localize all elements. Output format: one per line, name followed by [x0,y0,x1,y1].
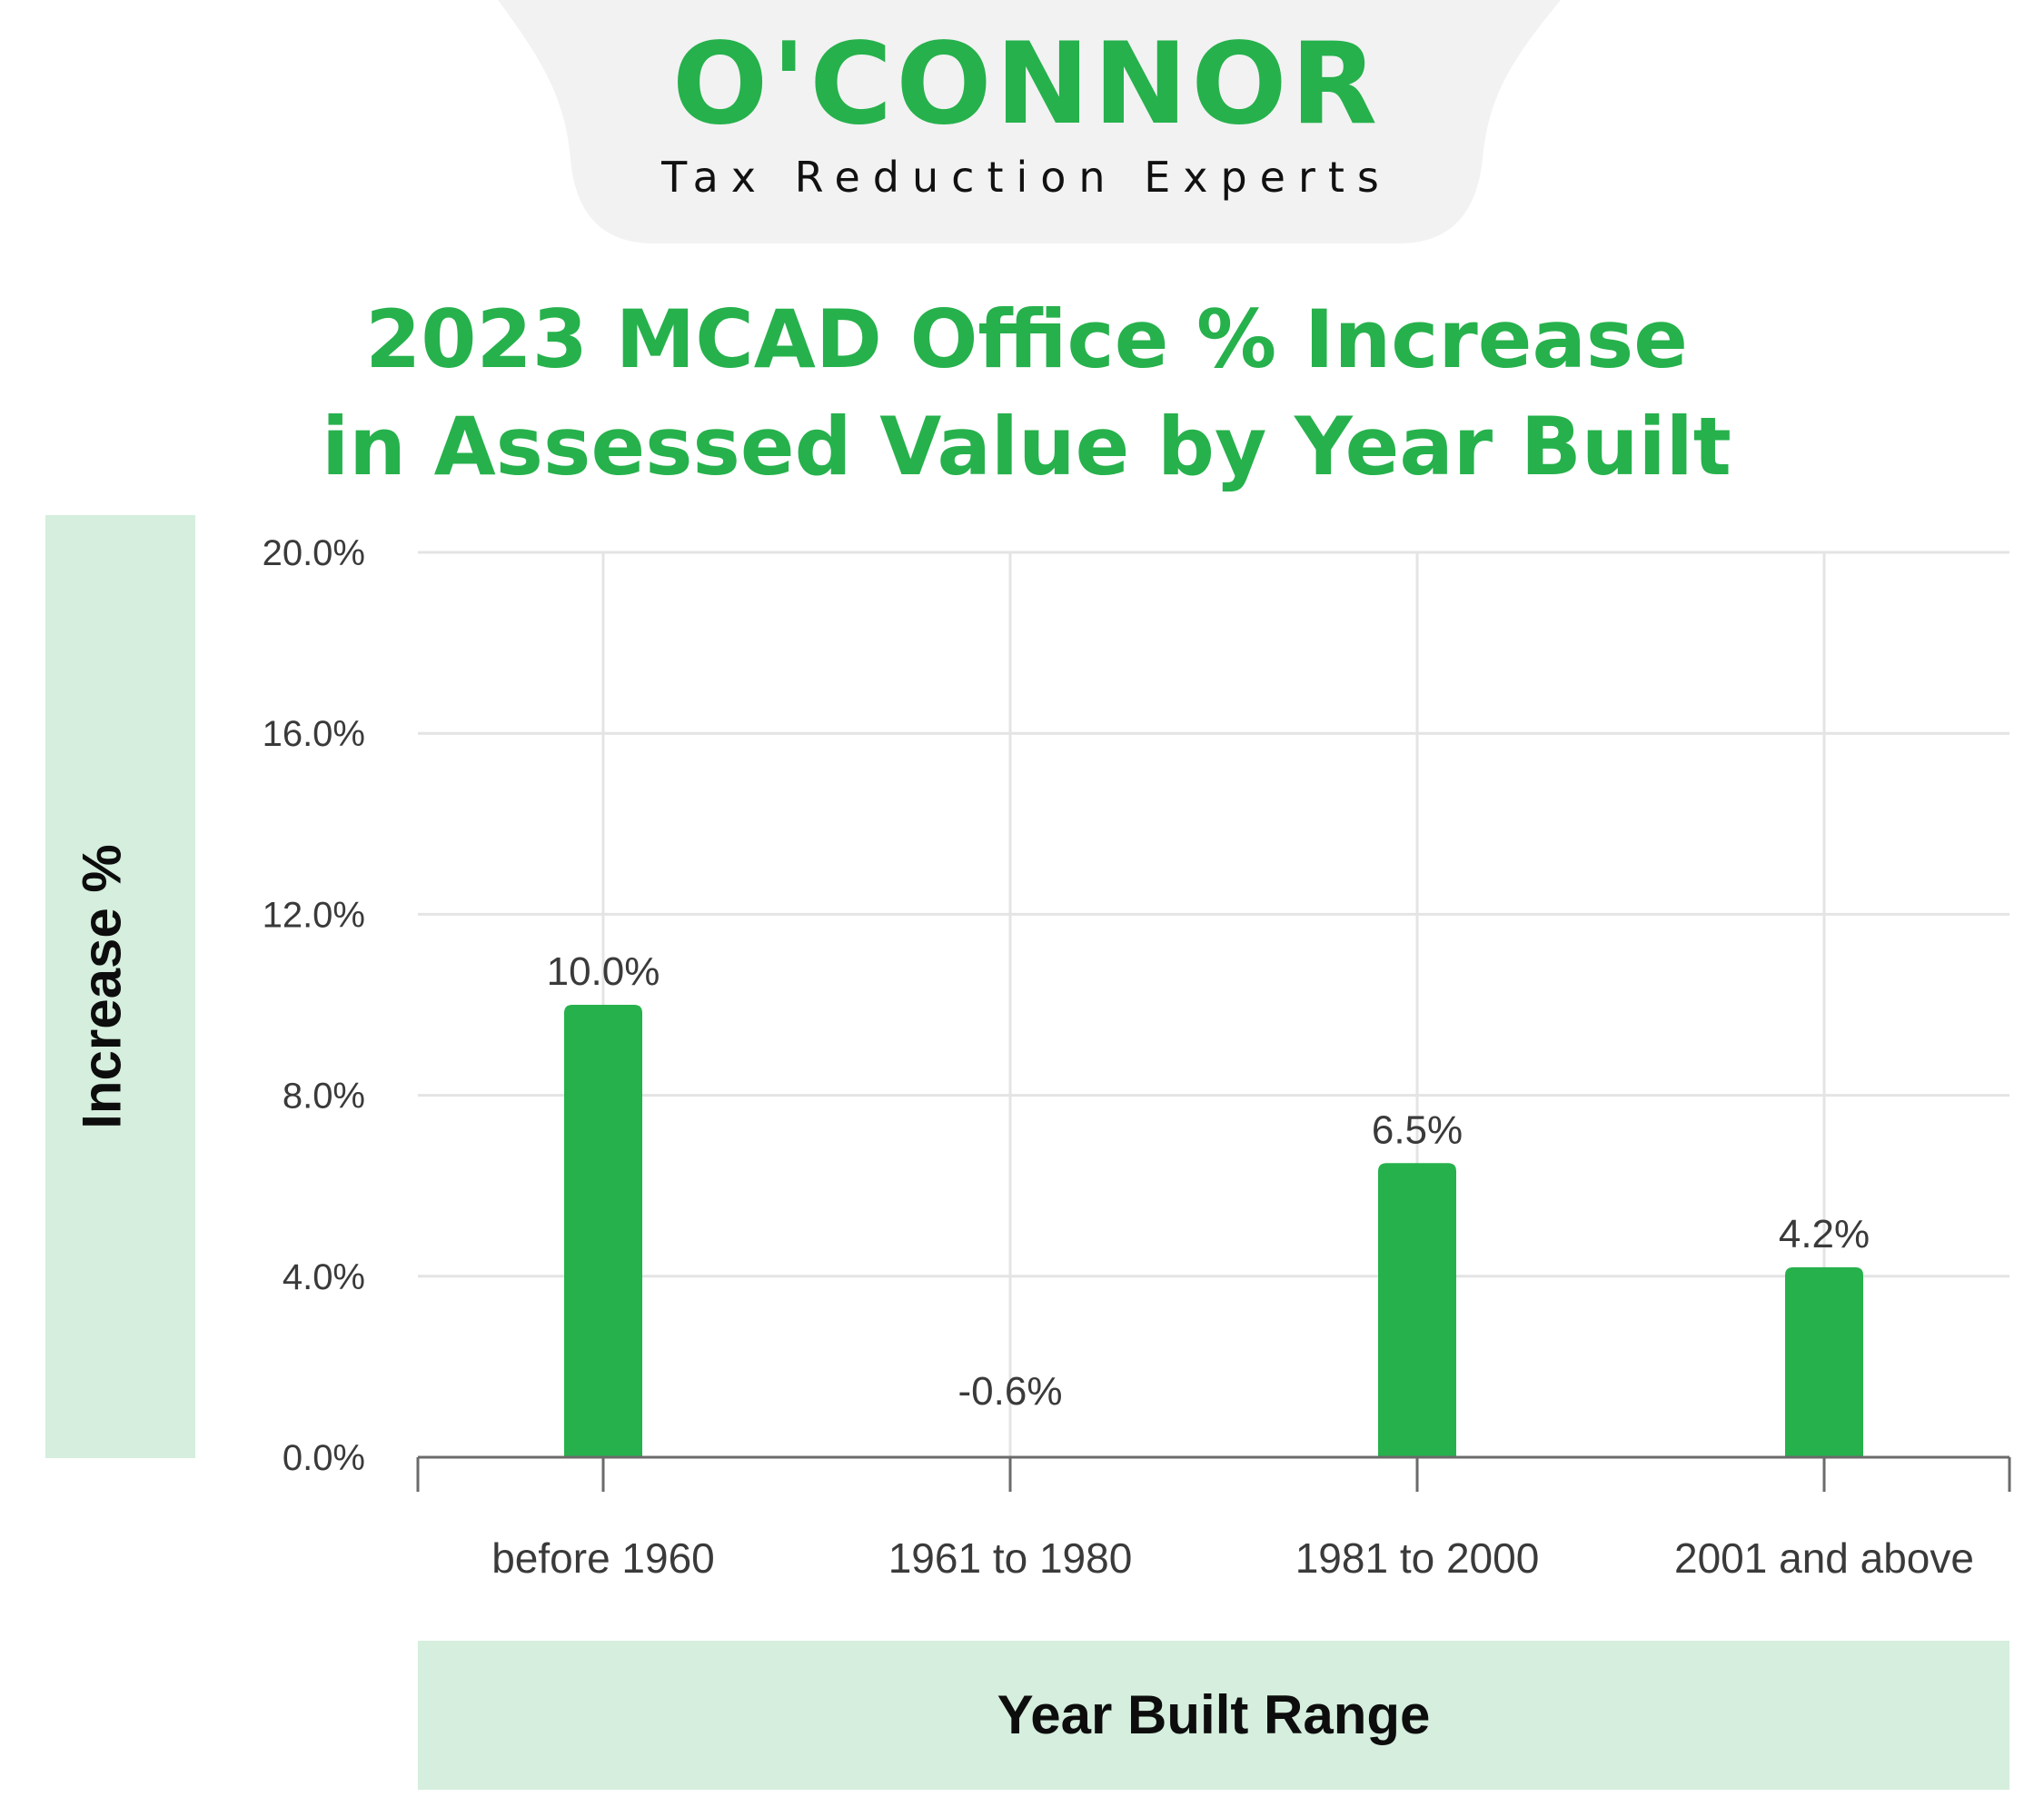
bar [1785,1266,1863,1457]
data-label: 4.2% [1779,1212,1870,1256]
axis-layer [416,1455,2011,1492]
x-tick-label: 2001 and above [1674,1534,1974,1582]
chart-title-line-2: in Assessed Value by Year Built [322,400,1731,493]
x-axis-label: Year Built Range [997,1684,1431,1745]
company-logo: O'CONNOR [671,19,1382,150]
bar [1378,1163,1456,1457]
x-tick-label: before 1960 [491,1534,715,1582]
bar-layer [564,1005,1863,1457]
label-layer: 0.0% 4.0% 8.0% 12.0% 16.0% 20.0% 10.0% before 1… [263,533,1974,1582]
data-label: 6.5% [1372,1107,1463,1152]
brand-tab [498,0,1561,243]
brand-tab-shape [498,0,1561,243]
bar [564,1005,642,1457]
y-tick-label: 8.0% [283,1077,365,1117]
y-tick-label: 16.0% [263,714,365,754]
data-label: 10.0% [547,949,660,994]
y-tick-label: 12.0% [263,895,365,935]
chart-title: 2023 MCAD Office % Increase in Assessed … [182,286,1871,501]
chart-title-line-1: 2023 MCAD Office % Increase [365,293,1688,386]
x-axis-label-panel [418,1641,2009,1790]
y-tick-label: 4.0% [283,1257,365,1297]
company-tagline: Tax Reduction Experts [661,153,1392,202]
x-tick-label: 1981 to 2000 [1295,1534,1540,1582]
x-tick-label: 1961 to 1980 [888,1534,1133,1582]
y-tick-label: 20.0% [263,533,365,573]
grid-layer [418,551,2009,1457]
y-axis-label-panel [45,515,195,1458]
y-tick-label: 0.0% [283,1438,365,1478]
data-label: -0.6% [958,1369,1063,1414]
